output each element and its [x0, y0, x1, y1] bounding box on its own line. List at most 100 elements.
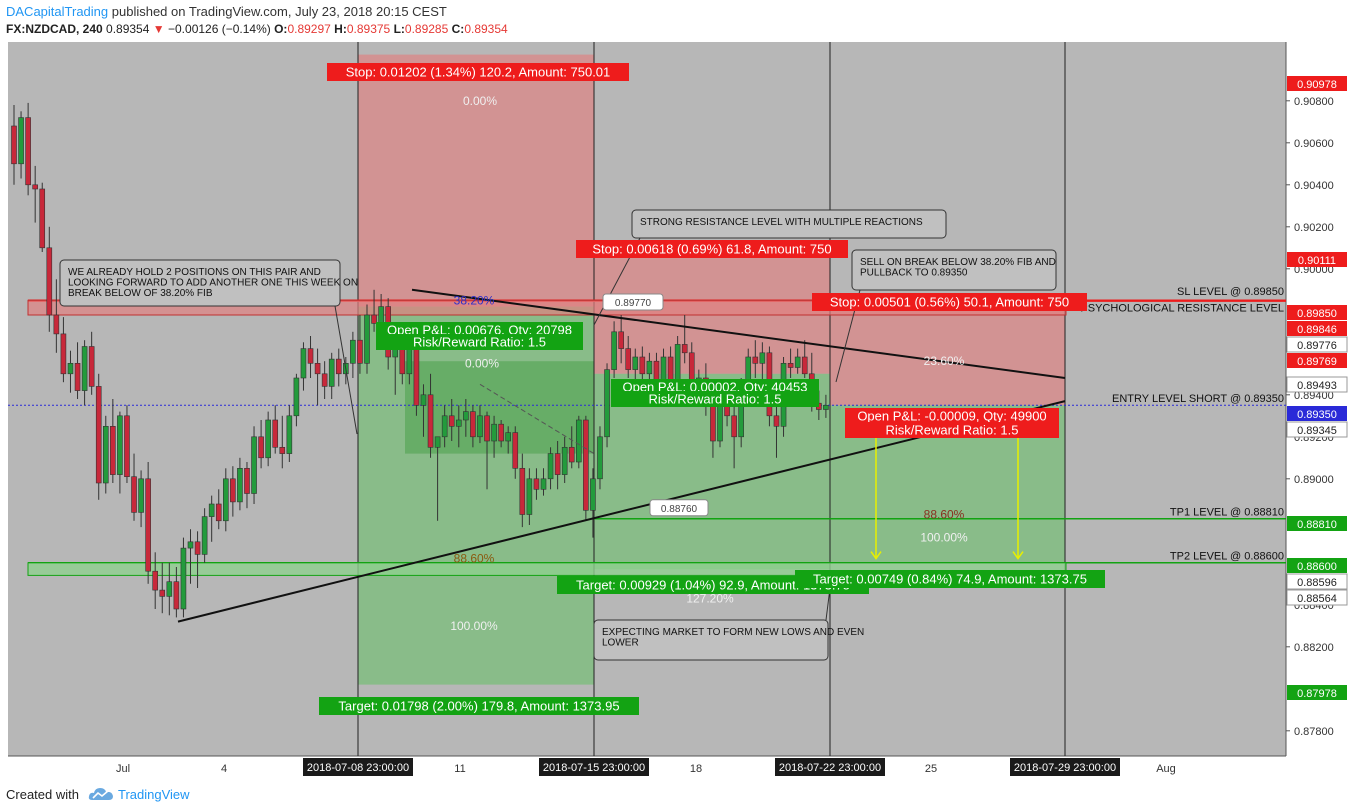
- candle-body: [39, 188, 46, 249]
- price-marker-4: 0.89846: [1297, 324, 1337, 336]
- candle-body: [81, 346, 88, 391]
- candle-body: [491, 423, 497, 442]
- candle-body: [378, 306, 384, 324]
- candle-body: [427, 394, 434, 448]
- price-marker-10-box: [1287, 516, 1347, 531]
- candle-body: [25, 117, 31, 186]
- time-tick-label: 25: [925, 763, 937, 775]
- candle-body: [632, 356, 639, 370]
- date-marker-2-box: [539, 758, 649, 776]
- candle-body: [145, 478, 151, 572]
- date-marker-4-box: [1010, 758, 1120, 776]
- candle-body: [611, 331, 617, 370]
- price-tick-label: 0.90200: [1294, 222, 1334, 234]
- candle-body: [463, 411, 469, 421]
- rr-label-2: Risk/Reward Ratio: 1.5: [649, 392, 782, 407]
- candle-body: [95, 386, 102, 484]
- candle-body: [434, 436, 441, 448]
- candle-body: [773, 415, 780, 427]
- candle-body: [590, 478, 596, 511]
- price-marker-6-box: [1287, 353, 1347, 368]
- candle-body: [11, 125, 17, 165]
- candle-body: [67, 362, 74, 375]
- fib-label: 0.00%: [465, 356, 499, 370]
- stop-label-1: Stop: 0.01202 (1.34%) 120.2, Amount: 750…: [346, 65, 611, 80]
- level-label-2: PSYCHOLOGICAL RESISTANCE LEVEL: [1080, 303, 1284, 315]
- candle-body: [448, 415, 455, 427]
- candle-body: [251, 436, 257, 494]
- candle-body: [519, 467, 526, 515]
- stop-zone-1: [358, 54, 594, 307]
- tradingview-link[interactable]: TradingView: [118, 787, 190, 802]
- candle-body: [180, 547, 187, 610]
- candle-body: [371, 314, 377, 324]
- candle-body: [194, 541, 201, 555]
- candle-body: [533, 478, 540, 490]
- author-link[interactable]: DACapitalTrading: [6, 4, 109, 19]
- candle-body: [307, 348, 314, 364]
- candle-body: [335, 358, 342, 375]
- candle-body: [364, 314, 370, 364]
- candle-body: [300, 348, 307, 379]
- candle-body: [88, 346, 95, 387]
- level-label-4: TP1 LEVEL @ 0.88810: [1170, 506, 1284, 518]
- pnl-label-1: Open P&L: 0.00676, Qty: 20798: [387, 323, 572, 338]
- candle-body: [561, 446, 568, 475]
- candle-body: [787, 362, 794, 368]
- candle-body: [441, 415, 448, 438]
- candle-body: [187, 541, 194, 549]
- candle-body: [279, 446, 286, 454]
- price-marker-5-box: [1286, 336, 1348, 353]
- candle-body: [286, 415, 293, 454]
- price-tick-label: 0.90600: [1294, 138, 1334, 150]
- price-marker-11: 0.88600: [1297, 561, 1337, 573]
- candle-body: [823, 404, 829, 410]
- arrow-head-icon: [870, 551, 882, 560]
- close-value: 0.89354: [464, 22, 508, 36]
- date-marker-1: 2018-07-08 23:00:00: [307, 762, 409, 774]
- candle-body: [215, 503, 222, 522]
- candle-body: [272, 419, 279, 448]
- target-label-3-box: [795, 570, 1105, 588]
- annotation-positions-box: [59, 259, 341, 307]
- candle-body: [138, 478, 144, 513]
- candle-body: [575, 419, 582, 463]
- rr-label-3: Risk/Reward Ratio: 1.5: [886, 423, 1019, 438]
- stop-label-2: Stop: 0.00618 (0.69%) 61.8, Amount: 750: [592, 242, 831, 257]
- down-arrow-icon: ▼: [152, 22, 165, 36]
- annotation-sell-box: [851, 249, 1057, 291]
- candle-body: [674, 344, 681, 381]
- price-marker-1-box: [1287, 76, 1347, 91]
- cloud-logo-icon: [88, 788, 113, 800]
- stop-label-3: Stop: 0.00501 (0.56%) 50.1, Amount: 750: [830, 295, 1069, 310]
- candle-body: [237, 467, 243, 503]
- candle-body: [46, 247, 53, 316]
- symbol-label: FX:NZDCAD, 240: [6, 22, 103, 36]
- candle-body: [625, 348, 632, 370]
- annotation-resistance-line: STRONG RESISTANCE LEVEL WITH MULTIPLE RE…: [640, 217, 923, 228]
- annotation-resistance-box: [631, 209, 947, 239]
- publish-info: published on TradingView.com, July 23, 2…: [111, 4, 447, 19]
- fib-label: 100.00%: [450, 619, 498, 633]
- resistance-trendline: [411, 288, 1066, 379]
- fib-label: 88.60%: [454, 552, 495, 566]
- candle-body: [208, 503, 215, 517]
- fib-label: 0.00%: [463, 94, 497, 108]
- annotation-positions-pointer: [334, 305, 358, 435]
- candle-body: [420, 394, 427, 406]
- date-marker-3-box: [775, 758, 885, 776]
- price-marker-3-box: [1287, 305, 1347, 320]
- rr-label-3-box: [845, 422, 1059, 438]
- price-callout-2: 0.88760: [661, 504, 698, 515]
- fib-label: 127.20%: [686, 592, 734, 606]
- price-chart[interactable]: SL LEVEL @ 0.89850 PSYCHOLOGICAL RESISTAN…: [0, 42, 1348, 779]
- pnl-label-3-box: [845, 408, 1059, 424]
- candle-body: [794, 356, 801, 368]
- price-marker-8-box: [1287, 406, 1347, 421]
- date-marker-4: 2018-07-29 23:00:00: [1014, 762, 1116, 774]
- price-marker-14-box: [1287, 685, 1347, 700]
- high-label: H:: [334, 22, 347, 36]
- candle-body: [547, 453, 554, 480]
- price-marker-9: 0.89345: [1297, 425, 1337, 437]
- level-label-5: TP2 LEVEL @ 0.88600: [1170, 551, 1284, 563]
